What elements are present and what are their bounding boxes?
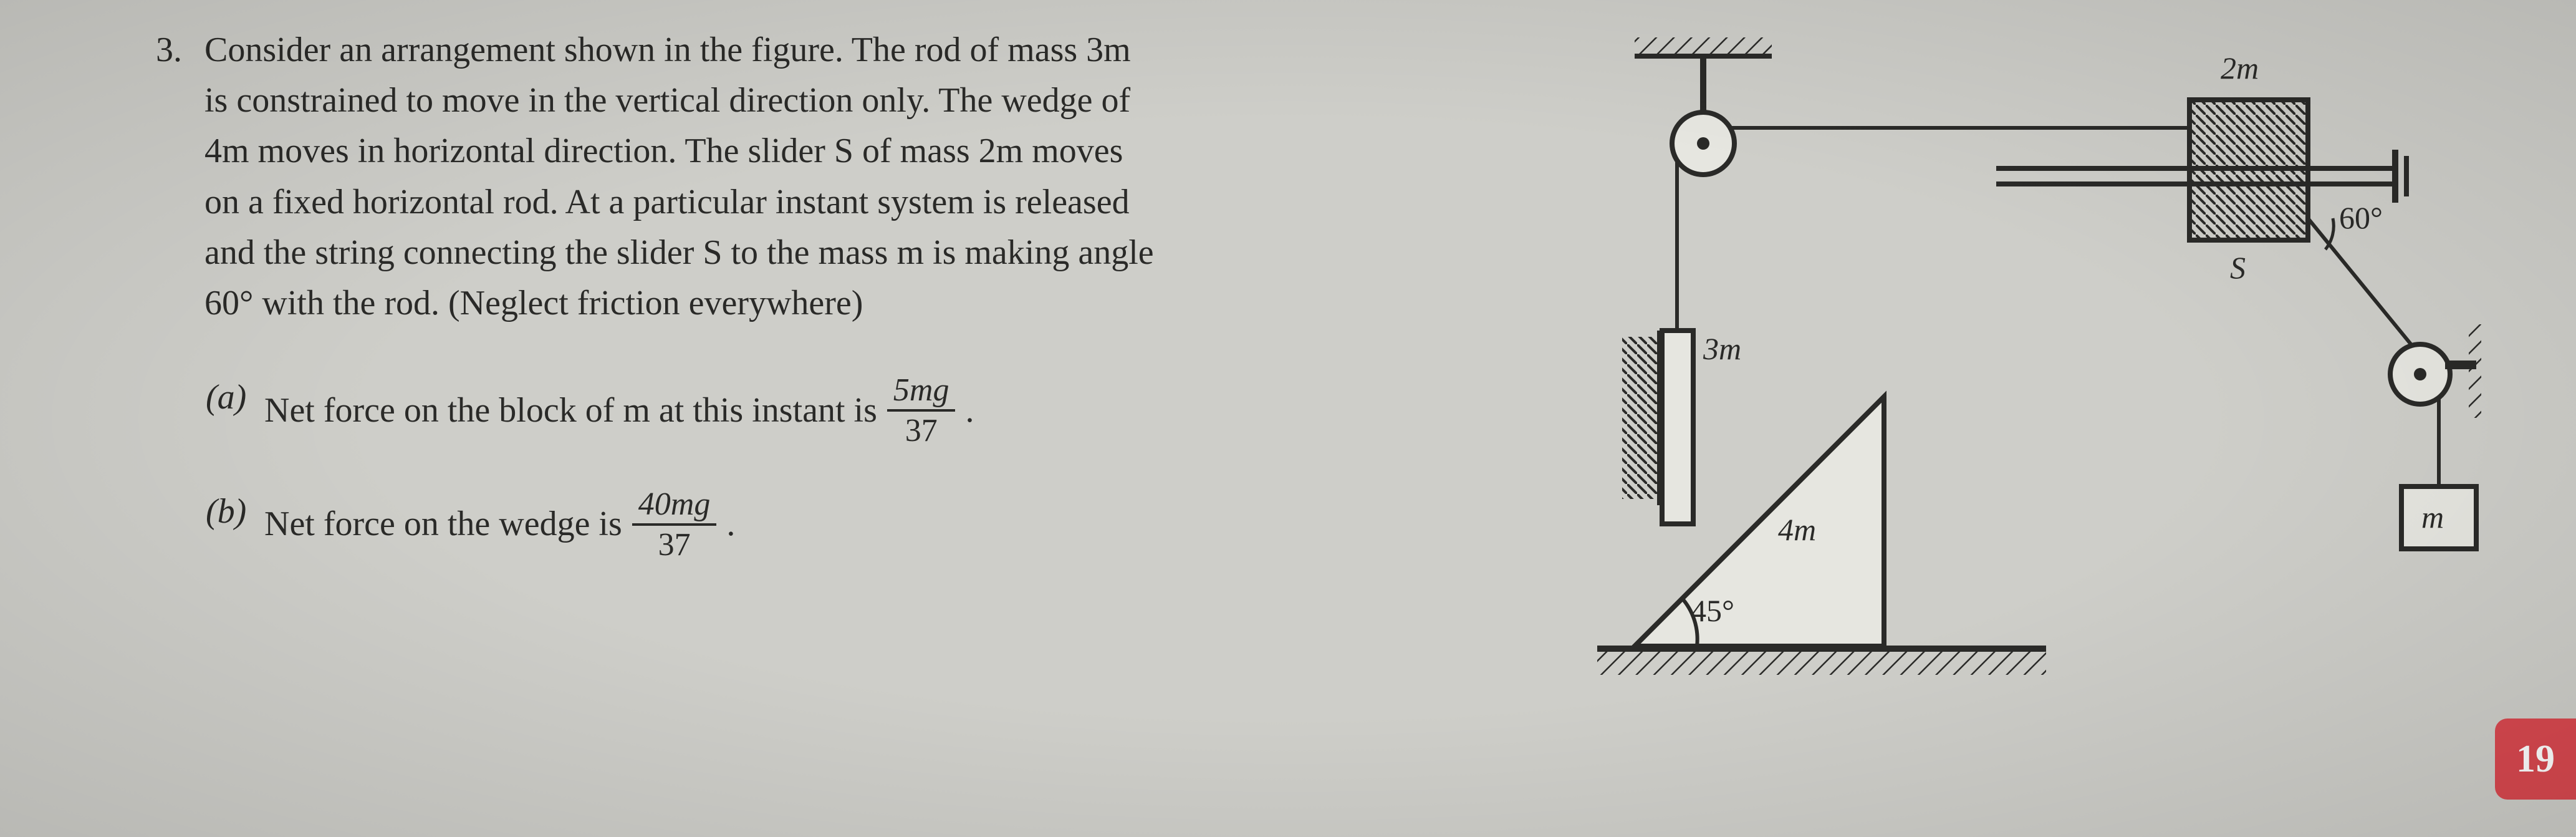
fraction: 5mg 37: [887, 372, 956, 448]
stem-line: Consider an arrangement shown in the fig…: [204, 25, 1522, 75]
pulley-left-icon: [1672, 112, 1734, 175]
angle-60-arc: [2325, 218, 2333, 249]
label-4m: 4m: [1778, 511, 1816, 548]
page-number: 19: [2516, 737, 2555, 781]
figure: 2m 60° S 3m 4m 45° m: [1597, 25, 2482, 686]
page: 3. Consider an arrangement shown in the …: [0, 0, 2576, 837]
label-45: 45°: [1691, 593, 1734, 629]
vertical-guide: [1622, 331, 1660, 505]
option-text: Net force on the wedge is 40mg 37 .: [264, 486, 735, 563]
fraction-bar: [887, 409, 956, 412]
option-label: (a): [206, 372, 249, 423]
option-suffix: .: [726, 499, 735, 549]
ceiling-support-icon: [1635, 37, 1772, 56]
option-prefix: Net force on the wedge is: [264, 499, 622, 549]
fraction: 40mg 37: [632, 486, 717, 563]
string-angled: [2308, 218, 2420, 356]
options: (a) Net force on the block of m at this …: [156, 372, 1522, 563]
label-S: S: [2230, 249, 2246, 286]
label-2m: 2m: [2221, 50, 2259, 86]
page-number-badge: 19: [2495, 718, 2576, 800]
fraction-numerator: 5mg: [887, 372, 956, 408]
option-b: (b) Net force on the wedge is 40mg 37 .: [206, 486, 1522, 563]
rod-3m: [1662, 331, 1693, 524]
ground: [1597, 649, 2046, 675]
stem-line: and the string connecting the slider S t…: [204, 228, 1522, 278]
stem-line: 4m moves in horizontal direction. The sl…: [204, 126, 1522, 177]
stem-line: on a fixed horizontal rod. At a particul…: [204, 177, 1522, 228]
option-text: Net force on the block of m at this inst…: [264, 372, 974, 448]
question-body: Consider an arrangement shown in the fig…: [204, 25, 1522, 329]
fraction-numerator: 40mg: [632, 486, 717, 522]
stem-line: is constrained to move in the vertical d…: [204, 75, 1522, 126]
label-60: 60°: [2339, 200, 2383, 236]
question-number: 3.: [156, 25, 193, 329]
fraction-bar: [632, 523, 717, 526]
option-a: (a) Net force on the block of m at this …: [206, 372, 1522, 448]
option-label: (b): [206, 486, 249, 537]
fraction-denominator: 37: [652, 527, 697, 563]
text-column: 3. Consider an arrangement shown in the …: [156, 25, 1522, 600]
option-suffix: .: [965, 385, 974, 436]
question-stem: 3. Consider an arrangement shown in the …: [156, 25, 1522, 329]
label-3m: 3m: [1703, 331, 1741, 367]
stem-line: 60° with the rod. (Neglect friction ever…: [204, 278, 1522, 329]
content-row: 3. Consider an arrangement shown in the …: [156, 25, 2482, 686]
slider-block: [2189, 100, 2308, 240]
fraction-denominator: 37: [899, 413, 944, 448]
option-prefix: Net force on the block of m at this inst…: [264, 385, 877, 436]
label-m: m: [2421, 499, 2444, 535]
